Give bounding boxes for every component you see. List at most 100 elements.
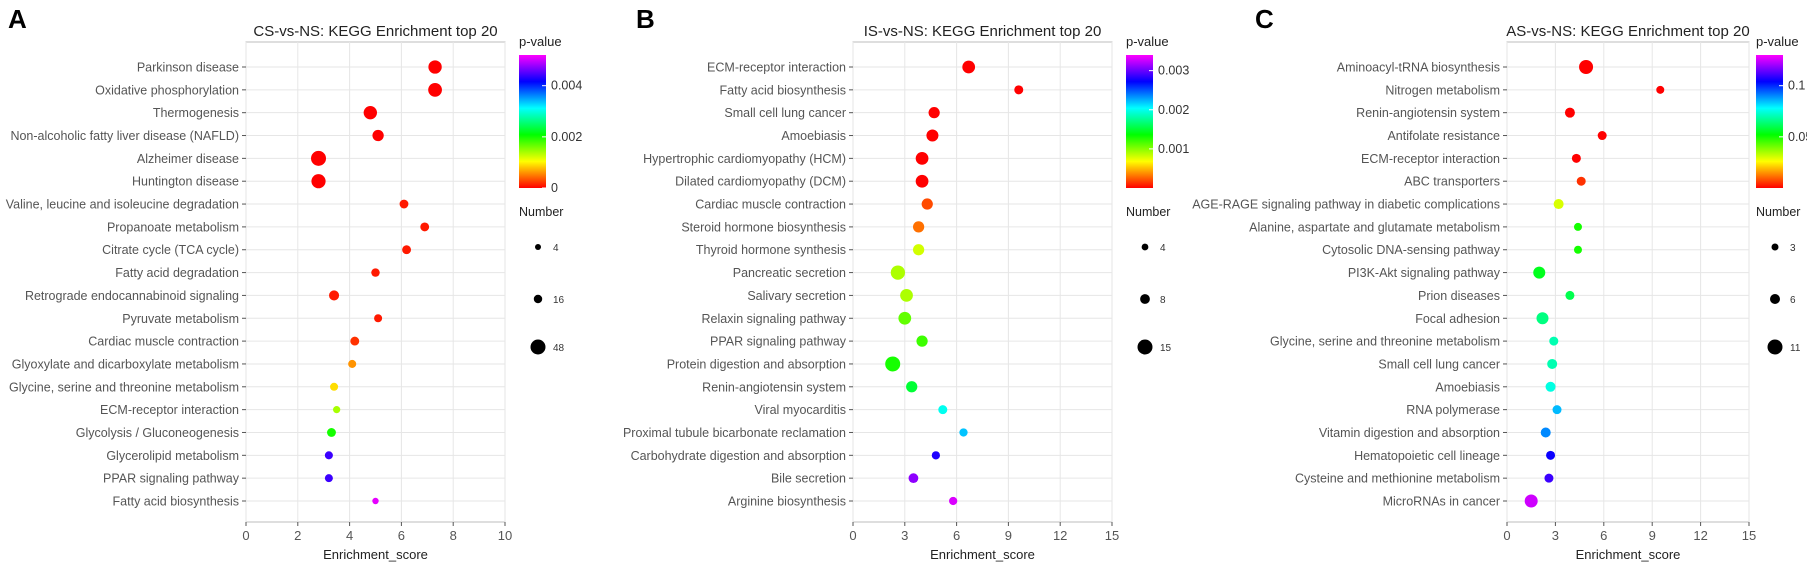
x-axis-label: Enrichment_score [930, 547, 1035, 562]
data-point [327, 428, 336, 437]
pathway-label: Vitamin digestion and absorption [1319, 426, 1500, 440]
x-tick-label: 6 [953, 528, 960, 543]
data-point [1552, 405, 1562, 415]
pathway-label: ABC transporters [1404, 175, 1500, 189]
size-legend-label: 16 [553, 295, 565, 306]
x-tick-label: 8 [450, 528, 457, 543]
data-point [324, 474, 333, 483]
size-legend-label: 11 [1790, 343, 1801, 354]
x-tick-label: 3 [901, 528, 908, 543]
data-point [428, 82, 442, 97]
pathway-label: Dilated cardiomyopathy (DCM) [675, 175, 846, 189]
pathway-label: ECM-receptor interaction [100, 403, 239, 417]
pathway-label: Valine, leucine and isoleucine degradati… [6, 198, 239, 212]
data-point [1014, 85, 1024, 95]
x-tick-label: 2 [294, 528, 301, 543]
x-tick-label: 4 [346, 528, 353, 543]
data-point [908, 473, 919, 484]
pathway-label: Thermogenesis [153, 106, 239, 120]
chart-title: IS-vs-NS: KEGG Enrichment top 20 [864, 23, 1102, 40]
pathway-label: ECM-receptor interaction [1361, 152, 1500, 166]
x-tick-label: 6 [398, 528, 405, 543]
data-point [962, 60, 976, 74]
data-point [371, 268, 380, 277]
plot-area [245, 41, 506, 523]
pathway-label: Oxidative phosphorylation [95, 83, 239, 97]
data-point [931, 451, 941, 460]
size-legend-dot [1141, 243, 1149, 251]
data-point [1549, 336, 1559, 346]
color-legend-bar [1126, 55, 1153, 188]
pathway-label: Cytosolic DNA-sensing pathway [1322, 243, 1501, 257]
data-point [1565, 290, 1575, 300]
data-point [1547, 358, 1558, 369]
data-point [900, 289, 913, 302]
pathway-label: Cardiac muscle contraction [695, 198, 846, 212]
pathway-label: Glycerolipid metabolism [106, 449, 239, 463]
pathway-label: Antifolate resistance [1387, 129, 1500, 143]
pathway-label: Retrograde endocannabinoid signaling [25, 289, 239, 303]
color-legend-tick-label: 0.05 [1788, 130, 1807, 144]
pathway-label: MicroRNAs in cancer [1383, 495, 1500, 509]
data-point [311, 150, 327, 166]
size-legend-dot [1140, 294, 1150, 304]
data-point [1546, 450, 1556, 460]
data-point [1536, 312, 1549, 325]
pathway-label: Small cell lung cancer [1378, 357, 1500, 371]
color-legend-tick-label: 0.002 [1158, 103, 1189, 117]
panel-label: C [1255, 4, 1274, 34]
data-point [1564, 107, 1575, 118]
pathway-label: Alzheimer disease [137, 152, 239, 166]
data-point [1540, 427, 1551, 438]
data-point [959, 428, 968, 437]
pathway-label: RNA polymerase [1406, 403, 1500, 417]
color-legend-tick-label: 0.003 [1158, 64, 1189, 78]
data-point [1579, 60, 1594, 74]
pathway-label: Steroid hormone biosynthesis [681, 220, 846, 234]
data-point [906, 381, 918, 393]
data-point [1545, 381, 1556, 392]
x-tick-label: 15 [1105, 528, 1119, 543]
pathway-label: Glycolysis / Gluconeogenesis [76, 426, 239, 440]
data-point [1571, 153, 1581, 163]
size-legend-label: 15 [1160, 343, 1172, 354]
plot-area [852, 41, 1113, 523]
pathway-label: Fatty acid biosynthesis [720, 83, 846, 97]
pathway-label: Viral myocarditis [755, 403, 846, 417]
pathway-label: AGE-RAGE signaling pathway in diabetic c… [1192, 198, 1500, 212]
x-tick-label: 0 [242, 528, 249, 543]
color-legend-tick-label: 0.004 [551, 79, 582, 93]
data-point [363, 106, 378, 120]
data-point [329, 290, 340, 301]
panel-label: A [8, 4, 27, 34]
data-point [915, 151, 929, 165]
x-tick-label: 6 [1600, 528, 1607, 543]
x-tick-label: 0 [849, 528, 856, 543]
pathway-label: Carbohydrate digestion and absorption [631, 449, 846, 463]
data-point [1573, 222, 1582, 231]
pathway-label: Renin-angiotensin system [702, 380, 846, 394]
pathway-label: Parkinson disease [137, 61, 239, 75]
pathway-label: Prion diseases [1418, 289, 1500, 303]
size-legend-dot [1137, 339, 1153, 355]
color-legend-tick-label: 0 [551, 181, 558, 195]
pathway-label: Cysteine and methionine metabolism [1295, 472, 1500, 486]
data-point [912, 244, 925, 256]
color-legend-bar [1756, 55, 1783, 188]
data-point [898, 311, 912, 325]
color-legend-bar [519, 55, 546, 188]
data-point [330, 382, 339, 391]
panel-C: C AS-vs-NS: KEGG Enrichment top 20 0 3 6 9 12 1… [1192, 4, 1807, 562]
pathway-label: Thyroid hormone synthesis [696, 243, 846, 257]
panel-label: B [636, 4, 655, 34]
panel-A: A CS-vs-NS: KEGG Enrichment top 20 0 2 4 6 8 10… [6, 4, 583, 562]
x-tick-label: 15 [1742, 528, 1756, 543]
data-point [420, 222, 430, 232]
pathway-label: Focal adhesion [1415, 312, 1500, 326]
pathway-label: Fatty acid biosynthesis [113, 495, 239, 509]
pathway-label: PPAR signaling pathway [710, 335, 847, 349]
pathway-label: PI3K-Akt signaling pathway [1348, 266, 1501, 280]
size-legend-dot [533, 294, 543, 304]
pathway-label: Proximal tubule bicarbonate reclamation [623, 426, 846, 440]
